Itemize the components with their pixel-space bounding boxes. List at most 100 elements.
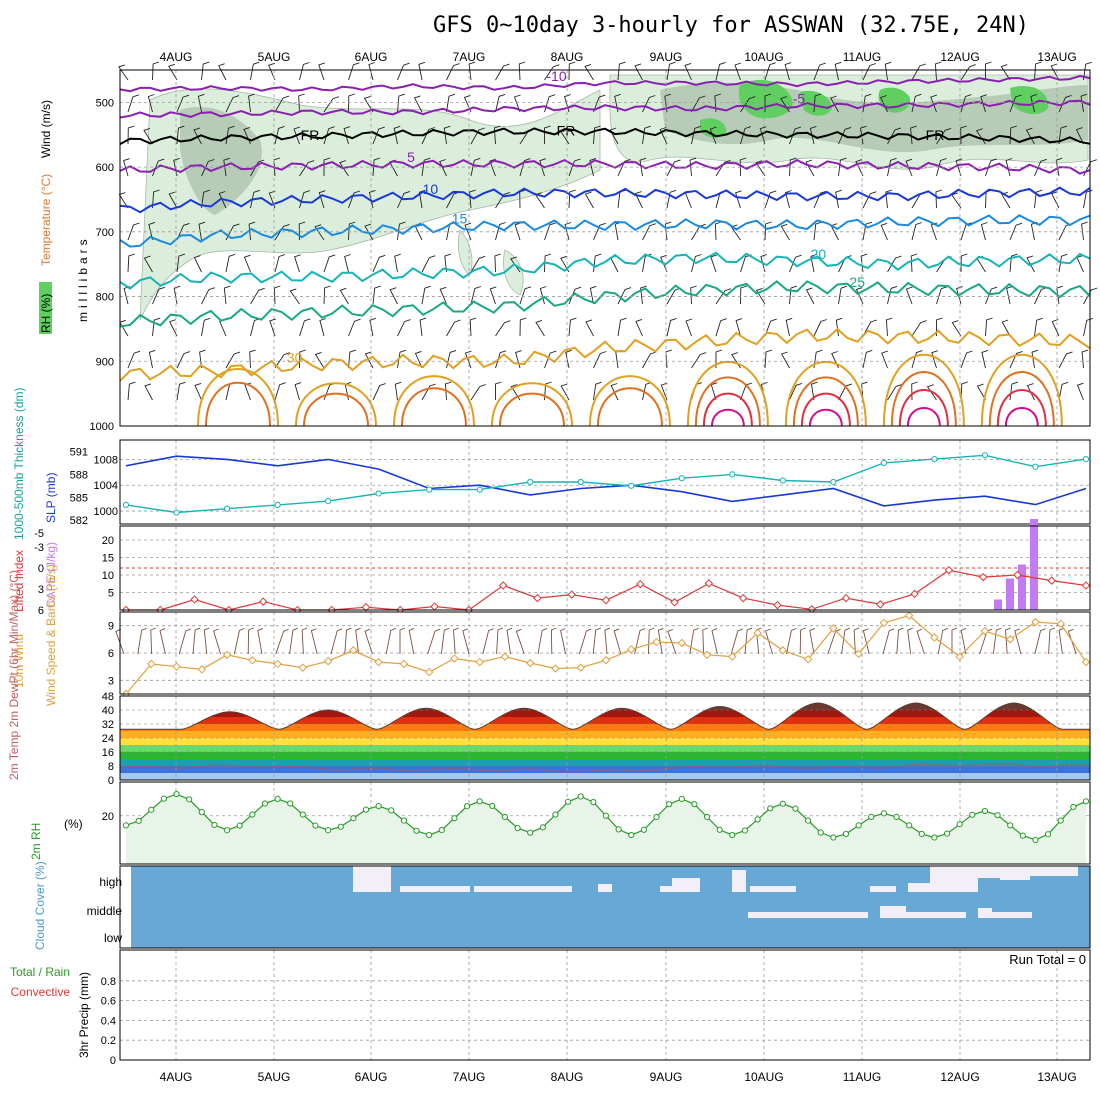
tick-label: 1004 xyxy=(94,480,118,492)
data-point xyxy=(930,633,939,642)
data-point xyxy=(173,509,180,516)
precip-background xyxy=(120,950,1090,1060)
wind-barb xyxy=(274,254,286,273)
wind-barb xyxy=(568,61,576,81)
wind-barb xyxy=(585,319,594,337)
wind-barb xyxy=(453,627,459,655)
rh-point xyxy=(223,827,231,834)
wind-barb xyxy=(660,254,668,273)
wind-barb xyxy=(666,61,676,81)
rh-point xyxy=(362,806,370,813)
wind-barb xyxy=(905,158,913,177)
wind-barb xyxy=(1034,158,1047,177)
total-rain-label: Total / Rain xyxy=(10,965,70,979)
wind10m-panel: 3 6 9 10m Wind Wind Speed & Barbs (m/s) xyxy=(12,564,1091,706)
date-label: 9AUG xyxy=(650,1070,683,1084)
wind-barb xyxy=(1051,319,1060,337)
data-point xyxy=(475,657,484,667)
wind-barb xyxy=(323,285,331,305)
wind-barb xyxy=(495,222,506,241)
wind-barb xyxy=(257,627,263,655)
date-labels-top: 4AUG 5AUG 6AUG 7AUG 8AUG 9AUG 10AUG 11AU… xyxy=(160,50,1077,64)
wind-barb xyxy=(413,95,423,113)
tick-label: 10 xyxy=(102,570,114,582)
wind-barb xyxy=(1031,349,1039,369)
wind-barb xyxy=(691,95,706,113)
wind-barb xyxy=(887,255,902,273)
heat-contour xyxy=(596,387,663,427)
data-point xyxy=(910,589,919,599)
data-point xyxy=(551,664,560,673)
wind-barb xyxy=(482,628,494,655)
wind-barb xyxy=(1025,127,1035,145)
wind-barb xyxy=(489,286,497,305)
rh-point xyxy=(552,811,559,818)
slp-thickness-series xyxy=(122,452,1090,516)
wind-barb xyxy=(617,317,627,337)
wind-barb xyxy=(544,222,556,241)
rh-point xyxy=(1032,836,1039,843)
wind-barb xyxy=(510,256,521,273)
rh-point xyxy=(716,826,723,833)
rh-point xyxy=(729,831,736,839)
rh-point xyxy=(956,821,963,828)
heat-contour xyxy=(792,376,859,427)
wind-barb xyxy=(419,317,427,337)
heat-contour xyxy=(197,368,279,427)
wind-barb xyxy=(421,127,435,145)
wind-barb xyxy=(289,627,299,655)
wind-barb xyxy=(339,160,349,177)
rh-point xyxy=(198,809,205,816)
wind-barb xyxy=(152,158,165,177)
wind-barb xyxy=(711,628,718,655)
wind-barb xyxy=(176,125,185,145)
wind-barb xyxy=(684,62,692,81)
wind-barb xyxy=(314,351,325,369)
wind-barb xyxy=(299,62,310,81)
data-point xyxy=(931,455,938,463)
rh-point xyxy=(981,807,989,815)
wind-barb xyxy=(268,62,276,81)
tick-label: 20 xyxy=(102,811,114,823)
wind-barb xyxy=(568,189,576,209)
wind-barb xyxy=(294,254,301,273)
wind-barb xyxy=(936,127,952,145)
data-point xyxy=(1031,617,1040,627)
isotherm-line xyxy=(119,74,1091,93)
wind-barb xyxy=(223,157,230,177)
wind-barb xyxy=(740,126,752,145)
tick-label: 0.2 xyxy=(101,1035,116,1047)
wind-barb xyxy=(446,319,461,337)
wind-barb xyxy=(838,285,848,305)
data-point xyxy=(122,501,130,509)
isotherm-line xyxy=(119,251,1091,290)
data-point xyxy=(498,581,508,590)
wind-barb xyxy=(657,627,664,655)
data-point xyxy=(527,478,534,486)
wind-barb xyxy=(323,157,331,176)
cloud-gap xyxy=(660,886,672,892)
wind-barb xyxy=(1076,382,1084,401)
rh-point xyxy=(489,802,496,809)
wind-barb xyxy=(609,127,619,145)
temp-band xyxy=(120,752,1090,759)
wind-barb xyxy=(885,317,893,337)
data-point xyxy=(399,659,409,669)
wind-barb xyxy=(789,382,803,401)
rh-point xyxy=(602,812,610,819)
wind-barb xyxy=(593,381,602,401)
wind-barb xyxy=(192,627,201,655)
rh-point xyxy=(135,817,142,824)
tick-label: 0 xyxy=(110,1055,116,1067)
temp2m-panel: 0 8 16 24 32 40 48 2m Temp 2m DewPt (6hr Min/M… xyxy=(7,570,1091,787)
temp-band xyxy=(120,766,1090,773)
wind-barb xyxy=(813,349,823,369)
wind-barb xyxy=(813,62,826,81)
temp-band xyxy=(120,731,1090,738)
rh-point xyxy=(173,790,180,798)
rh-point xyxy=(249,811,256,818)
rh-point xyxy=(527,829,534,836)
wind-barb xyxy=(960,94,972,113)
precip-panel: 0 0.2 0.4 0.6 0.8 Run Total = 0 Total / Rain… xyxy=(10,949,1091,1067)
rh-point xyxy=(148,806,155,813)
